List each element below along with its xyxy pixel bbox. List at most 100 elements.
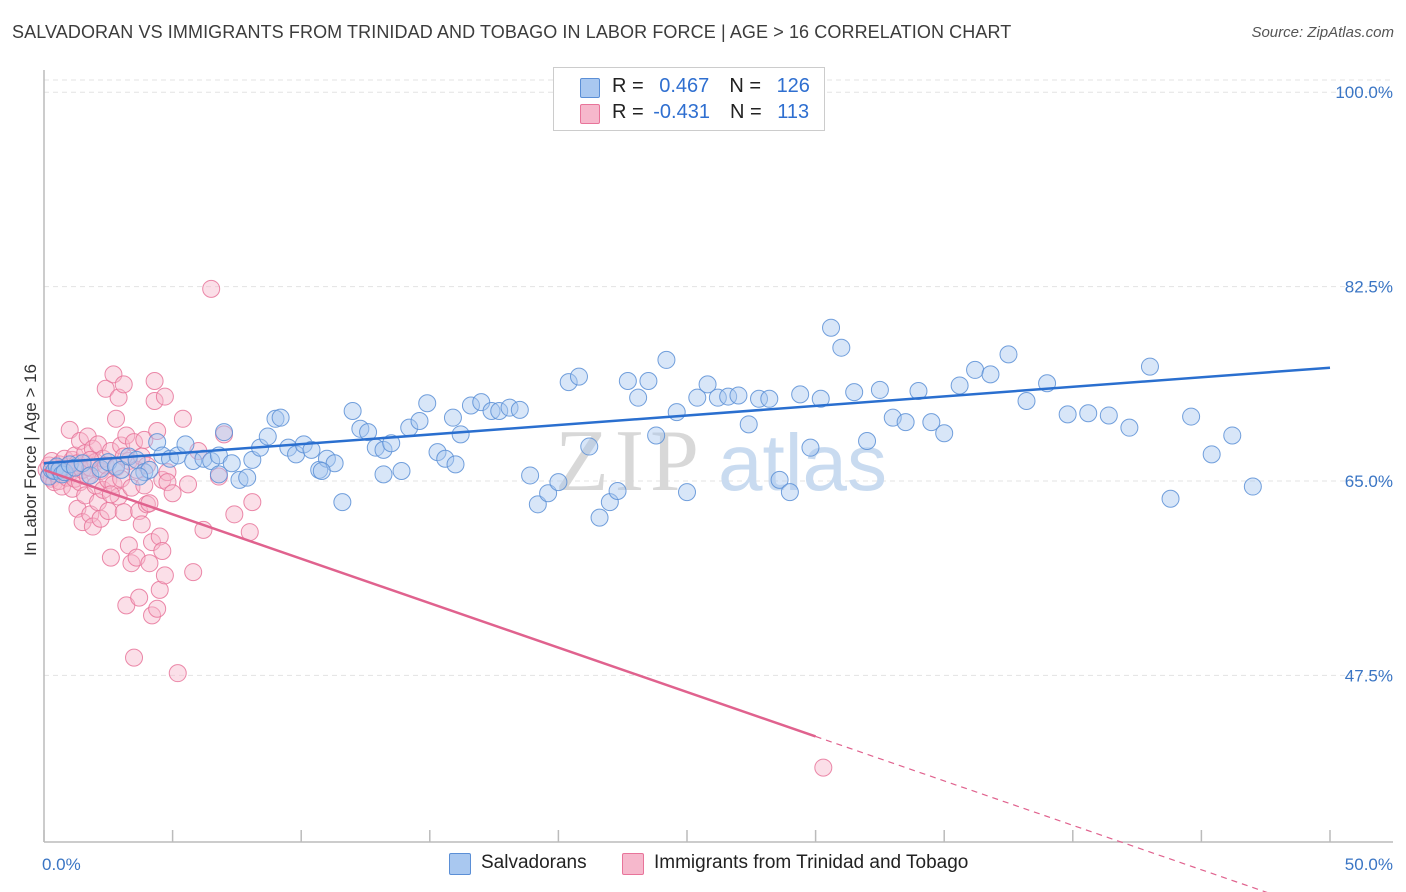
salvadorans-point bbox=[770, 470, 789, 489]
immigrants-point bbox=[114, 375, 133, 394]
salvadorans-point bbox=[811, 389, 830, 408]
salvadorans-point bbox=[1161, 489, 1180, 508]
salvadorans-point bbox=[999, 345, 1018, 364]
legend-label-immigrants: Immigrants from Trinidad and Tobago bbox=[654, 852, 969, 873]
trend-lines bbox=[43, 366, 1331, 892]
immigrants-point bbox=[158, 473, 177, 492]
immigrants-point bbox=[158, 463, 177, 482]
salvadorans-point bbox=[176, 435, 195, 454]
salvadorans-point bbox=[950, 376, 969, 395]
immigrants-point bbox=[150, 527, 169, 546]
salvadorans-point bbox=[359, 423, 378, 442]
salvadorans-point bbox=[392, 461, 411, 480]
series-salvadorans-points bbox=[40, 318, 1262, 527]
salvadorans-point bbox=[590, 508, 609, 527]
y-axis-label: In Labor Force | Age > 16 bbox=[21, 364, 40, 556]
y-tick-label: 65.0% bbox=[1345, 472, 1393, 491]
legend-r-label: R = bbox=[612, 101, 650, 123]
chart-title: SALVADORAN VS IMMIGRANTS FROM TRINIDAD A… bbox=[12, 22, 1012, 42]
salvadorans-point bbox=[333, 493, 352, 512]
salvadorans-point bbox=[896, 413, 915, 432]
immigrants-point bbox=[153, 541, 172, 560]
salvadorans-point bbox=[140, 460, 159, 479]
salvadorans-point bbox=[451, 425, 470, 444]
salvadorans-point bbox=[750, 389, 769, 408]
salvadorans-point bbox=[472, 393, 491, 412]
salvadorans-point bbox=[418, 394, 437, 413]
legend-label-salvadorans: Salvadorans bbox=[481, 852, 587, 873]
source-label: Source: ZipAtlas.com bbox=[1251, 24, 1394, 41]
salvadorans-point bbox=[410, 412, 429, 431]
salvadorans-point bbox=[569, 367, 588, 386]
salvadorans-point bbox=[490, 402, 509, 421]
salvadorans-point bbox=[935, 424, 954, 443]
salvadorans-point bbox=[791, 385, 810, 404]
salvadorans-point bbox=[909, 382, 928, 401]
legend-r-value: 0.467 bbox=[659, 75, 710, 97]
salvadorans-point bbox=[739, 415, 758, 434]
legend-n-value: 113 bbox=[777, 101, 810, 123]
immigrants-trend-line bbox=[43, 468, 817, 738]
salvadorans-trend-line bbox=[43, 366, 1331, 465]
salvadorans-point bbox=[130, 467, 149, 486]
immigrants-point bbox=[83, 517, 102, 536]
immigrants-point bbox=[163, 484, 182, 503]
y-tick-label: 47.5% bbox=[1345, 666, 1393, 685]
axes bbox=[43, 70, 1393, 843]
immigrants-point bbox=[168, 664, 187, 683]
legend-r-value: -0.431 bbox=[653, 101, 710, 123]
immigrants-point bbox=[60, 420, 79, 439]
salvadorans-point bbox=[845, 383, 864, 402]
immigrants-point bbox=[173, 409, 192, 428]
immigrants-point bbox=[99, 501, 118, 520]
salvadorans-point bbox=[678, 483, 696, 502]
salvadorans-point bbox=[760, 389, 779, 408]
immigrants-point bbox=[145, 392, 164, 411]
salvadorans-point bbox=[1202, 445, 1221, 464]
salvadorans-point bbox=[258, 427, 277, 446]
salvadorans-point bbox=[698, 375, 717, 394]
immigrants-point bbox=[91, 509, 110, 528]
immigrants-point bbox=[225, 505, 244, 524]
salvadorans-point bbox=[1243, 477, 1262, 496]
immigrants-point bbox=[125, 648, 144, 667]
immigrants-point bbox=[101, 485, 120, 504]
salvadorans-point bbox=[1058, 405, 1077, 424]
salvadorans-point bbox=[832, 338, 851, 357]
salvadorans-point bbox=[1182, 407, 1201, 426]
legend-n-label: N = bbox=[729, 75, 767, 97]
salvadorans-point bbox=[279, 438, 298, 457]
immigrants-point bbox=[73, 513, 92, 532]
salvadorans-point bbox=[215, 423, 234, 442]
salvadorans-point bbox=[461, 396, 480, 415]
salvadorans-point bbox=[91, 459, 110, 478]
immigrants-point bbox=[101, 548, 120, 567]
salvadorans-point bbox=[858, 432, 877, 451]
salvadorans-point bbox=[428, 443, 447, 462]
salvadorans-point bbox=[922, 413, 941, 432]
salvadorans-point bbox=[1079, 404, 1098, 423]
immigrants-point bbox=[145, 372, 164, 391]
salvadorans-point bbox=[688, 388, 707, 407]
immigrants-point bbox=[179, 475, 198, 494]
salvadorans-point bbox=[302, 440, 321, 459]
salvadorans-point bbox=[822, 318, 841, 337]
salvadorans-point bbox=[647, 426, 666, 445]
y-tick-label: 82.5% bbox=[1345, 278, 1393, 297]
correlation-legend: R = 0.467 N = 126 R = -0.431 N = 113 bbox=[553, 67, 825, 131]
salvadorans-point bbox=[539, 484, 558, 503]
salvadorans-point bbox=[1099, 406, 1118, 425]
salvadorans-point bbox=[657, 350, 676, 369]
salvadorans-point bbox=[510, 400, 529, 419]
immigrants-point bbox=[132, 515, 151, 534]
salvadorans-point bbox=[1120, 418, 1139, 437]
salvadorans-point bbox=[112, 460, 131, 479]
immigrants-point bbox=[243, 493, 262, 512]
immigrants-point bbox=[148, 599, 167, 618]
salvadorans-point bbox=[780, 483, 799, 502]
immigrants-point bbox=[814, 758, 833, 777]
salvadorans-point bbox=[639, 372, 658, 391]
legend-swatch-blue bbox=[580, 78, 600, 98]
immigrants-point bbox=[150, 580, 169, 599]
